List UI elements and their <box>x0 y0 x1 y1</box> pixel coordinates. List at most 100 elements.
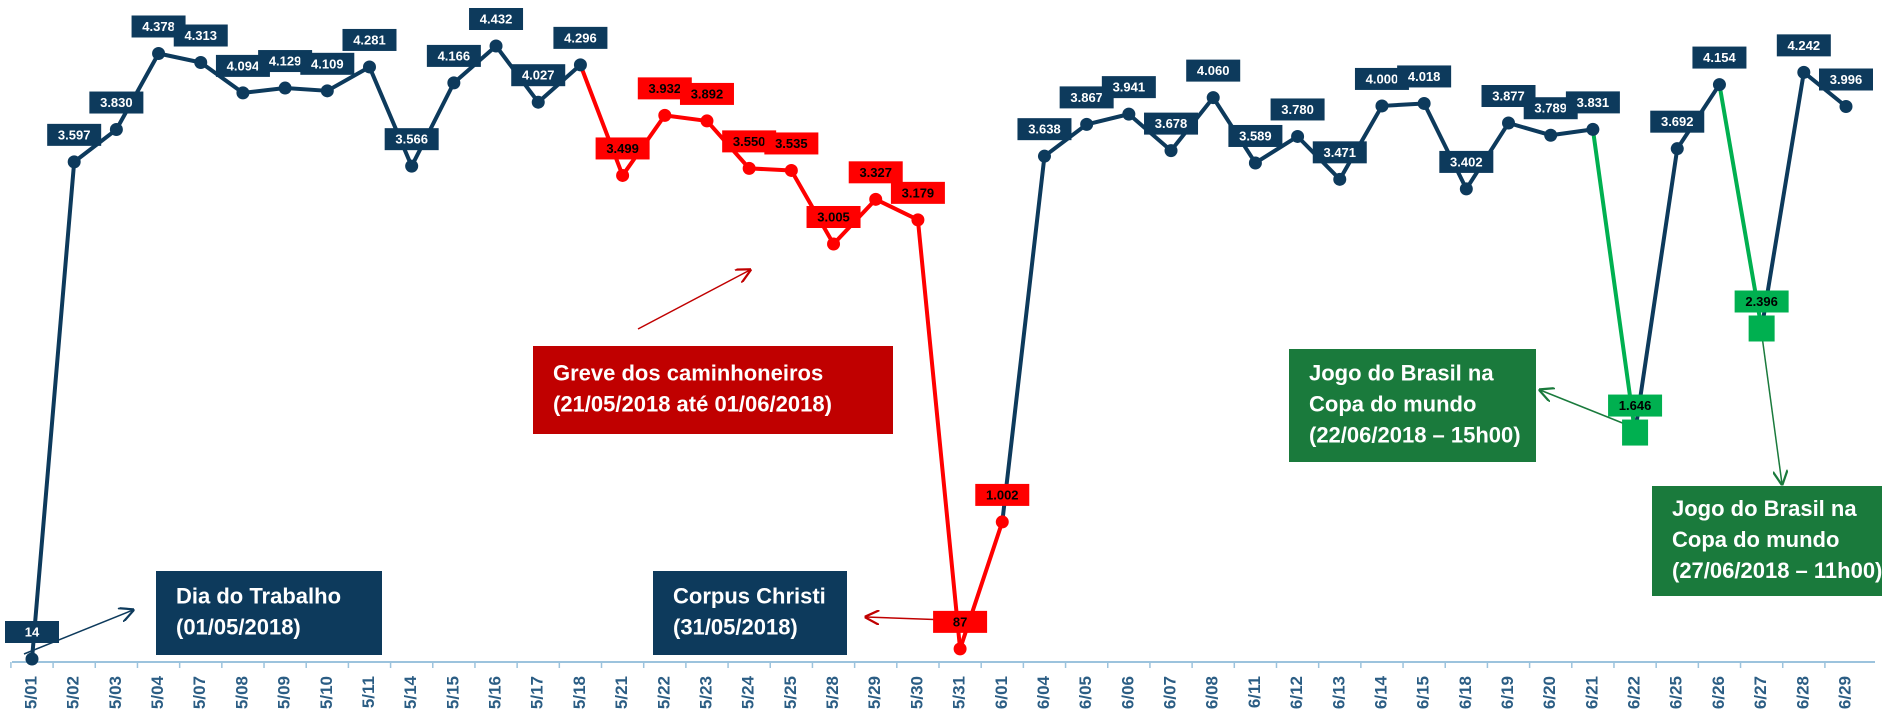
x-tick-label: 6/15 <box>1414 676 1433 709</box>
point <box>1839 99 1853 113</box>
x-tick-label: 5/29 <box>865 676 884 709</box>
value-label: 3.692 <box>1661 114 1694 129</box>
point <box>489 39 503 53</box>
value-label-box <box>764 132 819 155</box>
value-label-box <box>469 8 524 30</box>
annotation-text: (27/06/2018 – 11h00) <box>1672 558 1882 583</box>
line-segment <box>30 159 77 661</box>
value-label: 3.678 <box>1155 116 1188 131</box>
line-segment <box>409 80 456 169</box>
value-label: 14 <box>25 624 40 639</box>
value-label-box <box>806 205 861 228</box>
annotation-text: (21/05/2018 até 01/06/2018) <box>553 391 832 416</box>
annotation-box <box>1652 486 1882 596</box>
value-label: 3.327 <box>859 165 892 180</box>
value-label: 3.550 <box>733 134 766 149</box>
value-label: 4.166 <box>438 48 471 63</box>
value-label-box <box>1439 150 1494 173</box>
annotation-box <box>156 571 382 655</box>
x-tick-label: 5/01 <box>21 676 40 709</box>
x-tick-label: 5/02 <box>64 676 83 709</box>
value-label-box <box>47 123 102 146</box>
value-label-box <box>848 161 903 184</box>
point <box>1248 156 1262 170</box>
point <box>531 95 545 109</box>
x-tick-label: 6/13 <box>1329 676 1348 709</box>
value-label-box <box>1144 112 1199 135</box>
value-label: 3.932 <box>649 81 682 96</box>
value-label-box <box>1565 91 1620 114</box>
value-label-box <box>553 26 608 49</box>
point <box>911 213 925 227</box>
point <box>784 163 798 177</box>
line-segment <box>1084 112 1131 127</box>
value-label-box <box>1270 98 1325 121</box>
x-tick-label: 6/28 <box>1793 676 1812 709</box>
point <box>278 81 292 95</box>
value-label: 3.996 <box>1830 72 1863 87</box>
value-label-box <box>1228 124 1283 147</box>
value-label: 4.313 <box>184 28 217 43</box>
value-label: 3.005 <box>817 209 850 224</box>
value-label-box <box>1734 290 1789 313</box>
annotation-text: Greve dos caminhoneiros <box>553 360 823 385</box>
point <box>1375 99 1389 113</box>
arrow <box>1761 335 1782 484</box>
value-label: 3.892 <box>691 86 724 101</box>
line-segment <box>1633 146 1680 435</box>
value-label: 1.646 <box>1619 398 1652 413</box>
x-tick-label: 6/12 <box>1287 676 1306 709</box>
x-tick-label: 5/18 <box>570 676 589 709</box>
point <box>616 168 630 182</box>
x-tick-label: 5/25 <box>781 676 800 709</box>
value-label-box <box>1523 97 1578 120</box>
x-tick-label: 5/08 <box>232 676 251 709</box>
value-label-box <box>1692 46 1747 69</box>
line-segment <box>198 60 245 95</box>
point <box>827 237 841 251</box>
annotation-box <box>1289 349 1536 462</box>
line-segment <box>325 64 372 93</box>
value-label-box <box>1650 110 1705 133</box>
value-label: 4.000 <box>1366 71 1399 86</box>
x-tick-label: 6/27 <box>1751 676 1770 709</box>
value-label-box <box>342 28 397 51</box>
x-tick-label: 6/21 <box>1582 676 1601 709</box>
point <box>1122 107 1136 121</box>
x-tick-label: 5/21 <box>612 676 631 709</box>
point <box>1291 129 1305 143</box>
x-tick-label: 6/01 <box>992 676 1011 709</box>
x-tick-label: 6/04 <box>1034 675 1053 709</box>
point <box>320 84 334 98</box>
point <box>1206 91 1220 105</box>
value-label-box <box>1397 65 1452 88</box>
value-label: 3.471 <box>1323 145 1356 160</box>
x-tick-label: 5/07 <box>190 676 209 709</box>
point <box>658 108 672 122</box>
point <box>869 192 883 206</box>
point <box>405 159 419 173</box>
line-segment <box>1042 122 1089 159</box>
line-segment <box>915 217 963 651</box>
value-label: 3.789 <box>1534 101 1567 116</box>
point <box>194 56 208 70</box>
point <box>1417 96 1431 110</box>
x-tick-label: 5/17 <box>528 676 547 709</box>
line-segment <box>662 113 709 123</box>
arrow <box>637 270 750 330</box>
point <box>1748 315 1775 342</box>
line-segment <box>156 51 203 65</box>
value-label-box <box>384 128 439 151</box>
arrow <box>1540 390 1631 427</box>
value-label-box <box>1776 34 1831 57</box>
value-label: 3.867 <box>1070 90 1103 105</box>
x-tick-label: 6/22 <box>1625 676 1644 709</box>
annotation-box <box>533 346 893 434</box>
value-label-box <box>933 610 988 633</box>
value-label-box <box>1017 118 1072 141</box>
x-tick-label: 6/14 <box>1371 675 1390 709</box>
line-segment <box>283 86 330 93</box>
x-tick-label: 5/16 <box>486 676 505 709</box>
annotation-text: (01/05/2018) <box>176 614 301 639</box>
annotations: Dia do Trabalho (01/05/2018) Corpus Christ… <box>156 346 1882 655</box>
